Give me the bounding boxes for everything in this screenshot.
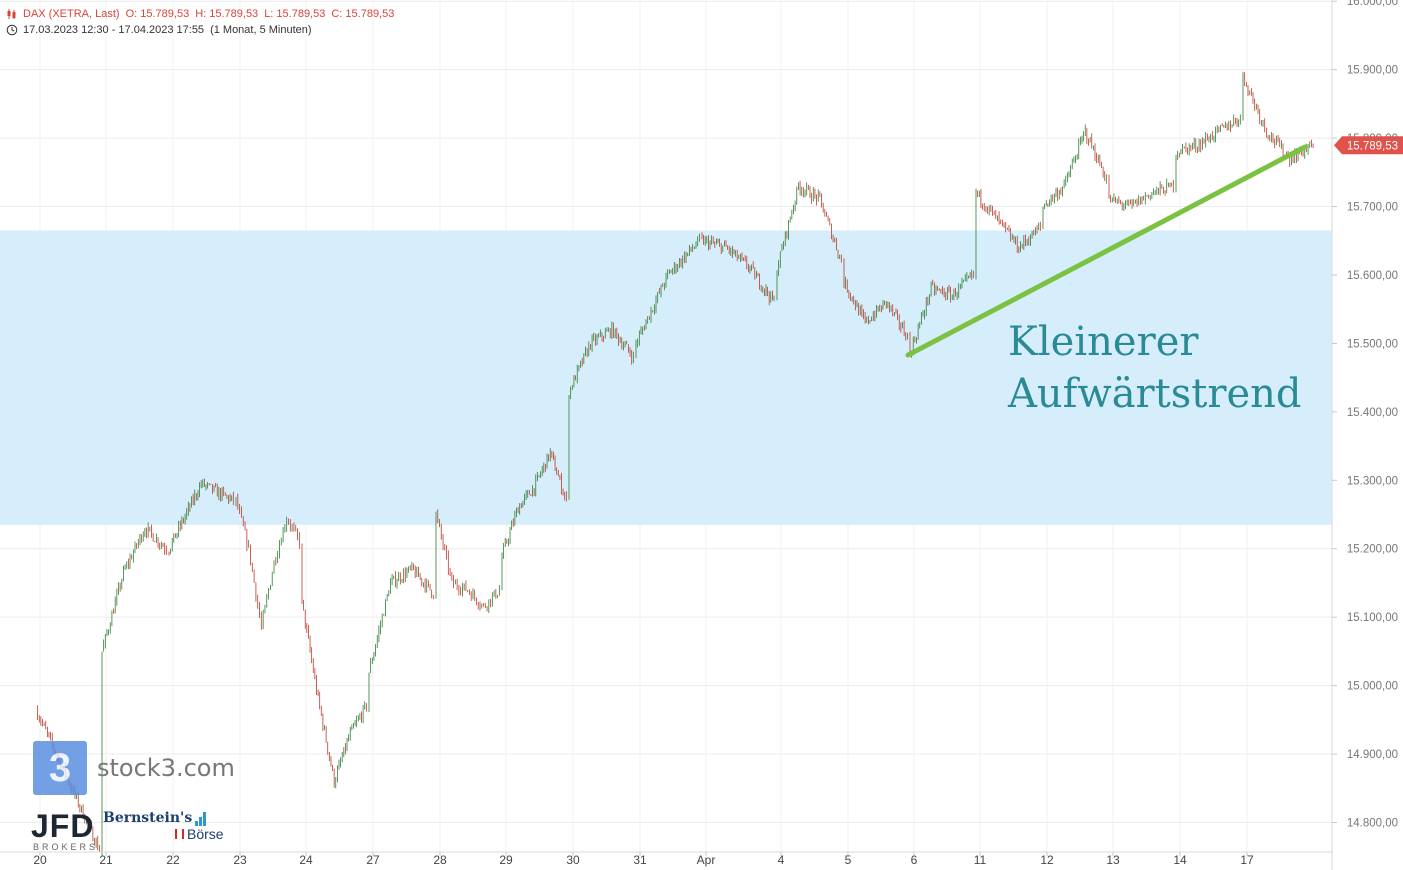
- y-tick-label: 15.100,00: [1347, 612, 1398, 624]
- legend-high: H: 15.789,53: [195, 8, 259, 20]
- legend-symbol: DAX (XETRA, Last): [23, 8, 120, 20]
- y-tick-label: 15.700,00: [1347, 202, 1398, 214]
- y-tick-label: 14.800,00: [1347, 818, 1398, 830]
- x-tick-label: 29: [499, 853, 513, 867]
- candle-layer: [37, 71, 1314, 856]
- bernstein-logo-text: Bernstein's: [103, 810, 193, 826]
- x-tick-label: 12: [1040, 853, 1054, 867]
- legend-close: C: 15.789,53: [331, 8, 395, 20]
- x-tick-label: 24: [299, 853, 313, 867]
- bar-chart-icon: [195, 812, 207, 826]
- trend-annotation: Kleinerer Aufwärtstrend: [1008, 316, 1302, 420]
- legend-low: L: 15.789,53: [264, 8, 326, 20]
- stock3-logo-text: stock3.com: [97, 754, 235, 782]
- legend-interval: (1 Monat, 5 Minuten): [210, 24, 312, 36]
- annotation-line1: Kleinerer: [1008, 319, 1199, 365]
- trendline: [905, 144, 1308, 358]
- y-tick-label: 14.900,00: [1347, 749, 1398, 761]
- stock3-logo-icon: 3: [33, 741, 87, 795]
- y-tick-label: 15.000,00: [1347, 681, 1398, 693]
- x-tick-label: 6: [911, 853, 918, 867]
- y-tick-label: 15.300,00: [1347, 475, 1398, 487]
- x-tick-label: 20: [33, 853, 47, 867]
- x-tick-label: 4: [778, 853, 785, 867]
- last-price-label: 15.789,53: [1347, 140, 1398, 152]
- y-tick-label: 15.200,00: [1347, 544, 1398, 556]
- x-tick-label: 11: [974, 853, 987, 867]
- x-tick-label: 17: [1240, 853, 1254, 867]
- x-tick-label: 23: [233, 853, 247, 867]
- clock-icon: [6, 24, 18, 36]
- x-tick-label: 28: [433, 853, 447, 867]
- trendline-layer: [905, 144, 1308, 358]
- x-tick-label: 22: [166, 853, 180, 867]
- jfd-logo: JFD BROKERS: [31, 810, 98, 852]
- x-tick-label: 13: [1106, 853, 1120, 867]
- x-tick-label: 21: [99, 853, 113, 867]
- jfd-logo-text: JFD: [31, 808, 95, 844]
- x-tick-label: Apr: [697, 853, 716, 867]
- y-tick-label: 15.500,00: [1347, 338, 1398, 350]
- legend-open: O: 15.789,53: [125, 8, 190, 20]
- y-tick-label: 15.400,00: [1347, 407, 1398, 419]
- legend-range: 17.03.2023 12:30 - 17.04.2023 17:55: [23, 24, 205, 36]
- y-tick-label: 16.000,00: [1347, 0, 1398, 8]
- bernstein-logo: Bernstein's Börse: [103, 810, 224, 842]
- boerse-mark-icon: [175, 829, 184, 839]
- chart-legend: DAX (XETRA, Last) O: 15.789,53 H: 15.789…: [6, 6, 394, 38]
- x-tick-label: 30: [566, 853, 580, 867]
- jfd-logo-subtext: BROKERS: [33, 842, 99, 852]
- annotation-line2: Aufwärtstrend: [1008, 371, 1302, 417]
- stock3-logo: 3 stock3.com: [33, 741, 235, 795]
- x-tick-label: 27: [366, 853, 380, 867]
- x-tick-label: 31: [633, 853, 647, 867]
- x-tick-label: 5: [845, 853, 852, 867]
- y-tick-label: 15.900,00: [1347, 65, 1398, 77]
- candlestick-icon: [7, 9, 16, 19]
- last-price-tag: [1334, 136, 1403, 155]
- y-tick-label: 15.600,00: [1347, 270, 1398, 282]
- boerse-logo-text: Börse: [187, 826, 224, 842]
- x-tick-label: 14: [1173, 853, 1187, 867]
